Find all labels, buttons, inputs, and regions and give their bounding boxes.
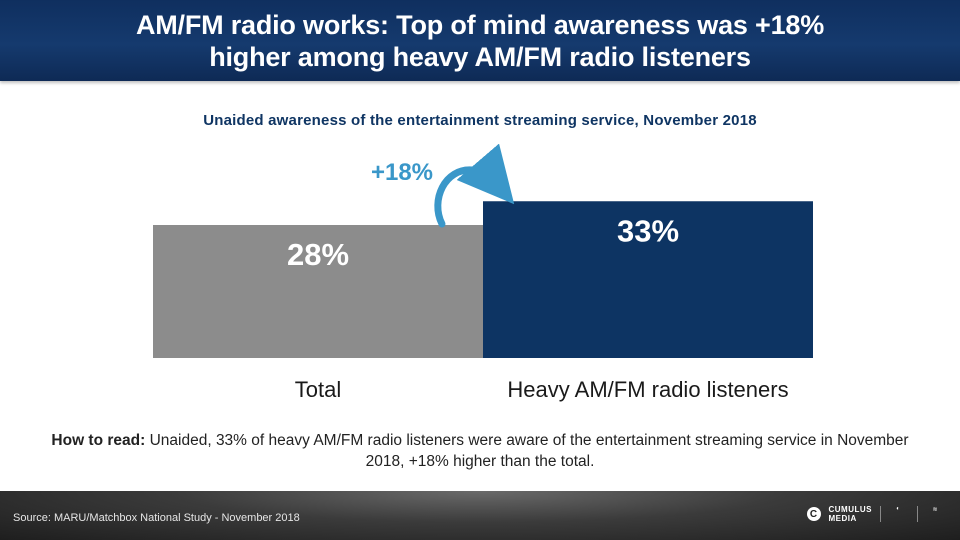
logo-group: C CUMULUS MEDIA ◐ ≋	[806, 505, 947, 523]
network-logo-icon: ≋	[917, 506, 946, 522]
cumulus-logo-text: CUMULUS MEDIA	[828, 505, 872, 523]
title-line-1: AM/FM radio works: Top of mind awareness…	[135, 9, 825, 40]
increase-annotation: +18%	[371, 159, 433, 186]
cumulus-logo-icon: C	[806, 507, 821, 521]
partner-logo-icon: ◐	[880, 506, 909, 522]
how-to-read-text: Unaided, 33% of heavy AM/FM radio listen…	[145, 432, 909, 470]
page-title: AM/FM radio works: Top of mind awareness…	[136, 9, 824, 73]
bar-value-label: 28%	[287, 237, 349, 272]
chart-title: Unaided awareness of the entertainment s…	[203, 112, 757, 129]
how-to-read: How to read: Unaided, 33% of heavy AM/FM…	[30, 430, 930, 472]
increase-arrow-icon	[434, 143, 515, 228]
how-to-read-label: How to read:	[51, 432, 146, 449]
title-line-2: higher among heavy AM/FM radio listeners	[209, 41, 751, 72]
bar-value-label: 33%	[617, 213, 679, 248]
bar-heavy-listeners	[483, 201, 813, 358]
footer: Source: MARU/Matchbox National Study - N…	[0, 491, 960, 540]
category-label: Heavy AM/FM radio listeners	[507, 377, 788, 402]
bar-chart: 28% Total 33% Heavy AM/FM radio listeners +…	[153, 143, 813, 402]
title-banner: AM/FM radio works: Top of mind awareness…	[0, 0, 960, 81]
category-label: Total	[295, 377, 341, 402]
bar-total	[153, 225, 483, 358]
source-note: Source: MARU/Matchbox National Study - N…	[13, 512, 300, 524]
